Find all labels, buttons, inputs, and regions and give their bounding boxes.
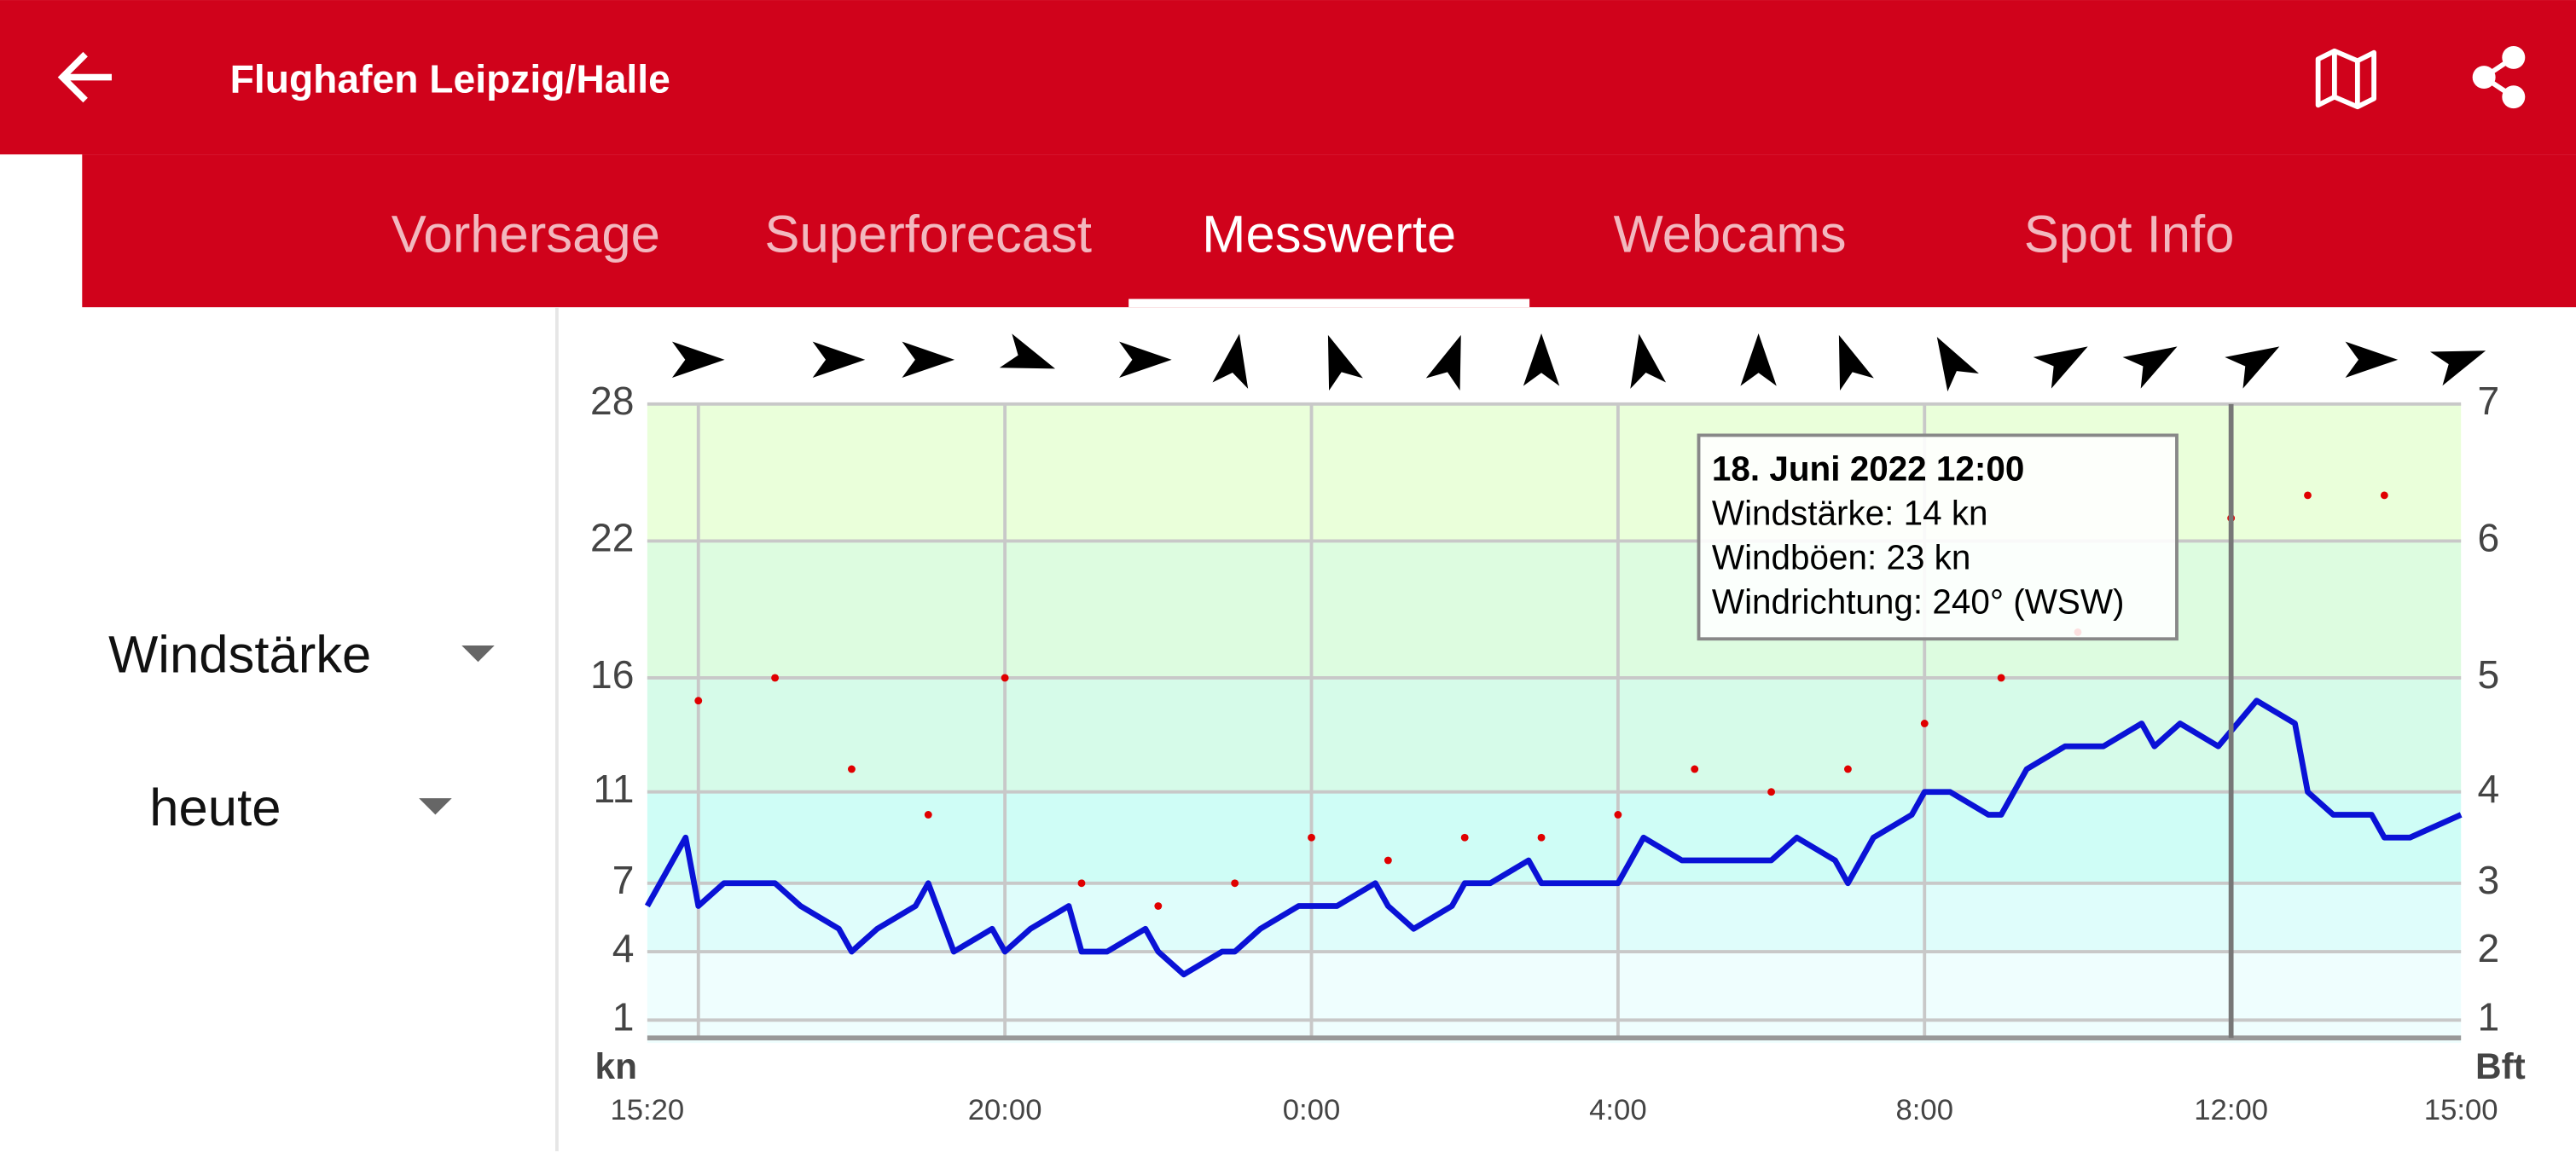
x-tick-label: 15:00	[2424, 1094, 2498, 1126]
gust-point	[1537, 833, 1546, 842]
y2-tick-label: 2	[2477, 926, 2499, 970]
app-bar	[0, 0, 2576, 155]
tooltip-line: Windrichtung: 240° (WSW)	[1712, 582, 2125, 622]
y-tick-label: 11	[593, 767, 634, 811]
gust-point	[1767, 788, 1776, 796]
wind-band	[647, 791, 2462, 883]
tab[interactable]: Spot Info	[2024, 206, 2235, 264]
share-button[interactable]	[2472, 45, 2526, 109]
tab-bar	[82, 154, 2576, 308]
wind-direction-arrow	[1119, 341, 1172, 379]
wind-band	[647, 403, 2462, 541]
dropdown-icon[interactable]	[461, 645, 495, 663]
gust-point	[1001, 674, 1009, 682]
gust-point	[2380, 491, 2388, 500]
x-tick-label: 8:00	[1896, 1094, 1953, 1126]
title: Flughafen Leipzig/Halle	[230, 57, 670, 101]
wind-speed-line	[644, 698, 2463, 978]
tab[interactable]: Messwerte	[1202, 206, 1456, 264]
tooltip-line: Windböen: 23 kn	[1712, 538, 1970, 577]
x-tick-label: 20:00	[968, 1094, 1042, 1126]
tooltip-line: 18. Juni 2022 12:00	[1712, 449, 2024, 489]
gust-point	[924, 811, 932, 819]
tab[interactable]: Vorhersage	[392, 206, 660, 264]
tab-indicator	[1128, 298, 1530, 308]
gust-point	[1460, 833, 1469, 842]
wind-direction-arrow	[671, 341, 725, 379]
gust-point	[1614, 811, 1622, 819]
gust-point	[848, 765, 856, 773]
wind-direction-arrow	[1838, 334, 1874, 391]
y2-tick-label: 3	[2477, 858, 2499, 902]
x-tick-label: 4:00	[1589, 1094, 1646, 1126]
dropdown-icon[interactable]	[419, 798, 452, 815]
wind-direction-arrow	[1936, 337, 1979, 392]
y2-axis-label: Bft	[2475, 1046, 2526, 1086]
gust-point	[1077, 879, 1086, 888]
back-button[interactable]	[57, 51, 112, 103]
gust-point	[1691, 765, 1699, 773]
gust-point	[1308, 833, 1315, 842]
wind-direction-arrow	[812, 341, 866, 379]
wind-direction-arrow	[1327, 334, 1363, 391]
y2-tick-label: 6	[2477, 516, 2499, 560]
x-tick-label: 12:00	[2194, 1094, 2268, 1126]
map-button[interactable]	[2315, 48, 2376, 110]
measure-selector[interactable]: Windstärke	[108, 626, 371, 685]
y-tick-label: 4	[612, 926, 635, 970]
y2-tick-label: 5	[2477, 652, 2499, 697]
gust-point	[694, 697, 703, 705]
gust-point	[771, 674, 780, 682]
wind-direction-arrow	[1212, 333, 1249, 389]
y-tick-label: 28	[590, 379, 634, 423]
y2-tick-label: 1	[2477, 995, 2499, 1039]
gust-point	[1384, 856, 1392, 865]
gust-point	[1154, 902, 1163, 910]
tabs: Vorhersage Superforecast Messwerte Webcams S…	[392, 206, 2235, 308]
wind-direction-arrow	[1630, 333, 1667, 389]
y-tick-label: 22	[590, 516, 634, 560]
wind-band	[647, 541, 2462, 678]
wind-direction-arrow	[2033, 346, 2088, 389]
y-tick-label: 7	[612, 858, 635, 902]
wind-direction-arrow	[999, 333, 1056, 369]
wind-direction-arrow	[2225, 346, 2280, 389]
x-tick-label: 0:00	[1283, 1094, 1340, 1126]
tab[interactable]: Superforecast	[764, 206, 1092, 264]
gust-point	[1920, 720, 1929, 727]
y-axis-label: kn	[595, 1046, 637, 1086]
x-tick-label: 15:20	[610, 1094, 684, 1126]
y2-tick-label: 7	[2477, 379, 2499, 423]
wind-direction-arrow	[902, 341, 955, 379]
gust-point	[1231, 879, 1239, 888]
wind-direction-arrow	[2429, 350, 2486, 386]
tab[interactable]: Webcams	[1614, 206, 1847, 264]
wind-band	[647, 952, 2462, 1044]
y2-tick-label: 4	[2477, 767, 2499, 811]
wind-direction-arrow	[2345, 341, 2399, 379]
chart: 1 4 7 11 16 22 28 1 2 3 4 5 6 7 kn Bft 15:20 20:00 0:00 4:0…	[590, 333, 2526, 1126]
tooltip-line: Windstärke: 14 kn	[1712, 494, 1988, 533]
range-selector[interactable]: heute	[149, 779, 281, 837]
y-tick-label: 1	[612, 995, 635, 1039]
wind-band	[647, 677, 2462, 792]
wind-direction-arrow	[1425, 334, 1461, 391]
gust-point	[1843, 765, 1852, 773]
wind-direction-arrow	[1740, 333, 1777, 386]
wind-direction-arrow	[1523, 333, 1560, 386]
wind-direction-arrow	[2122, 346, 2178, 389]
y-tick-label: 16	[590, 652, 634, 697]
gust-point	[2304, 491, 2312, 500]
tooltip	[1697, 433, 2179, 641]
gust-point	[1997, 674, 2005, 682]
